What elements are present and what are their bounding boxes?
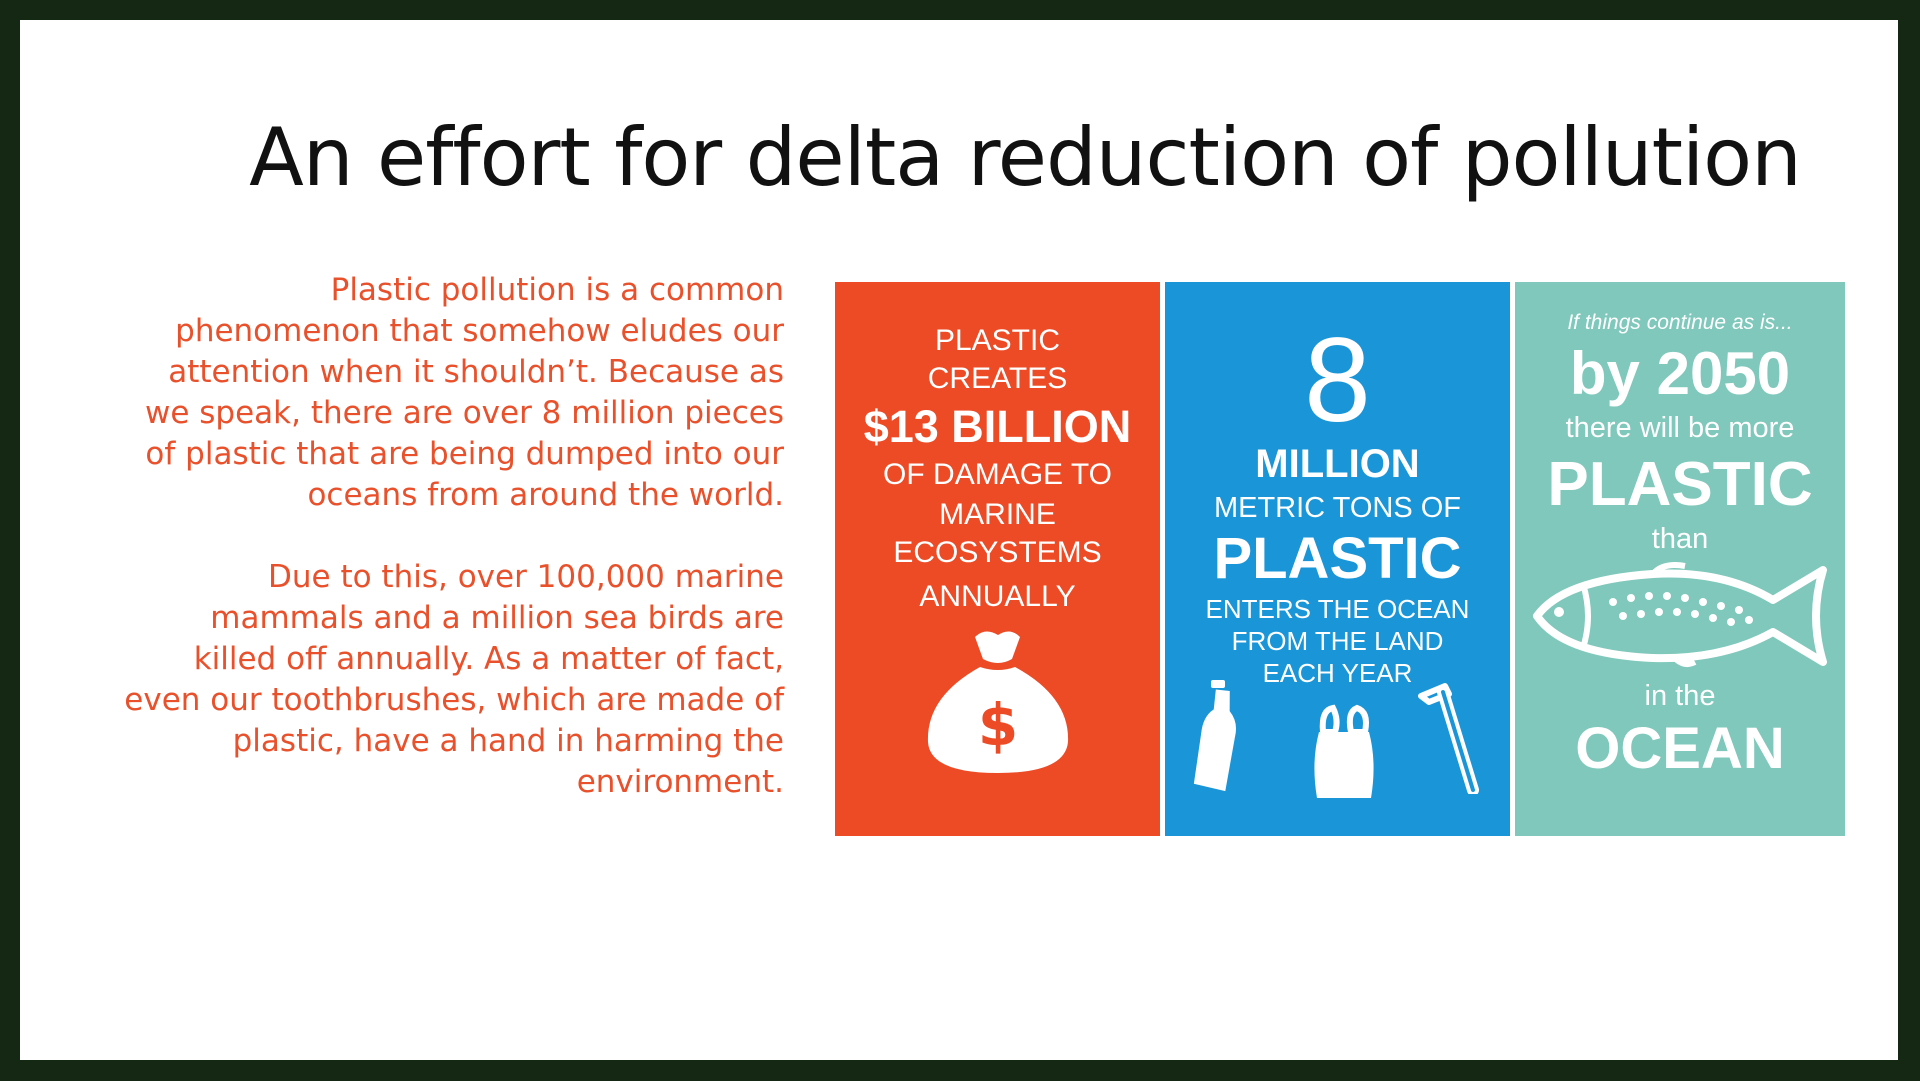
body-text: Plastic pollution is a common phenomenon… bbox=[120, 270, 784, 803]
tons-line-3: FROM THE LAND bbox=[1231, 626, 1444, 656]
svg-text:$: $ bbox=[978, 691, 1018, 759]
bottle-icon bbox=[1193, 680, 1237, 792]
damage-amount: $13 BILLION bbox=[863, 401, 1132, 452]
damage-panel: PLASTIC CREATES $13 BILLION OF DAMAGE TO… bbox=[835, 282, 1160, 836]
tons-line-1: METRIC TONS OF bbox=[1213, 492, 1462, 524]
tons-number: 8 bbox=[1304, 313, 1371, 447]
future-year: by 2050 bbox=[1569, 340, 1791, 407]
damage-line-5: ECOSYSTEMS bbox=[893, 536, 1102, 569]
money-bag-icon: $ bbox=[927, 631, 1069, 773]
damage-line-6: ANNUALLY bbox=[919, 580, 1076, 613]
paragraph-marine-impact: Due to this, over 100,000 marine mammals… bbox=[124, 559, 784, 800]
plastic-bag-icon bbox=[1314, 704, 1374, 798]
page-title: An effort for delta reduction of polluti… bbox=[249, 111, 1802, 204]
tons-panel: 8 MILLION METRIC TONS OF PLASTIC ENTERS … bbox=[1165, 282, 1510, 836]
damage-line-3: OF DAMAGE TO bbox=[883, 458, 1112, 491]
slide: An effort for delta reduction of polluti… bbox=[20, 20, 1898, 1060]
damage-line-4: MARINE bbox=[939, 498, 1056, 531]
future-than: than bbox=[1651, 523, 1709, 555]
fish-icon bbox=[1533, 562, 1827, 667]
tons-line-2: ENTERS THE OCEAN bbox=[1205, 594, 1470, 624]
future-plastic: PLASTIC bbox=[1547, 450, 1813, 519]
paragraph-plastic-pollution: Plastic pollution is a common phenomenon… bbox=[145, 272, 784, 513]
tons-line-4: EACH YEAR bbox=[1262, 658, 1413, 688]
straw-icon bbox=[1418, 683, 1479, 794]
future-in-the: in the bbox=[1644, 680, 1716, 712]
future-intro: If things continue as is... bbox=[1567, 311, 1793, 334]
future-panel: If things continue as is... by 2050 ther… bbox=[1515, 282, 1845, 836]
damage-line-2: CREATES bbox=[927, 362, 1068, 395]
future-ocean: OCEAN bbox=[1575, 716, 1785, 781]
future-line-1: there will be more bbox=[1565, 412, 1795, 444]
tons-unit: MILLION bbox=[1255, 442, 1420, 486]
tons-plastic: PLASTIC bbox=[1213, 526, 1462, 591]
damage-line-1: PLASTIC bbox=[934, 324, 1061, 357]
